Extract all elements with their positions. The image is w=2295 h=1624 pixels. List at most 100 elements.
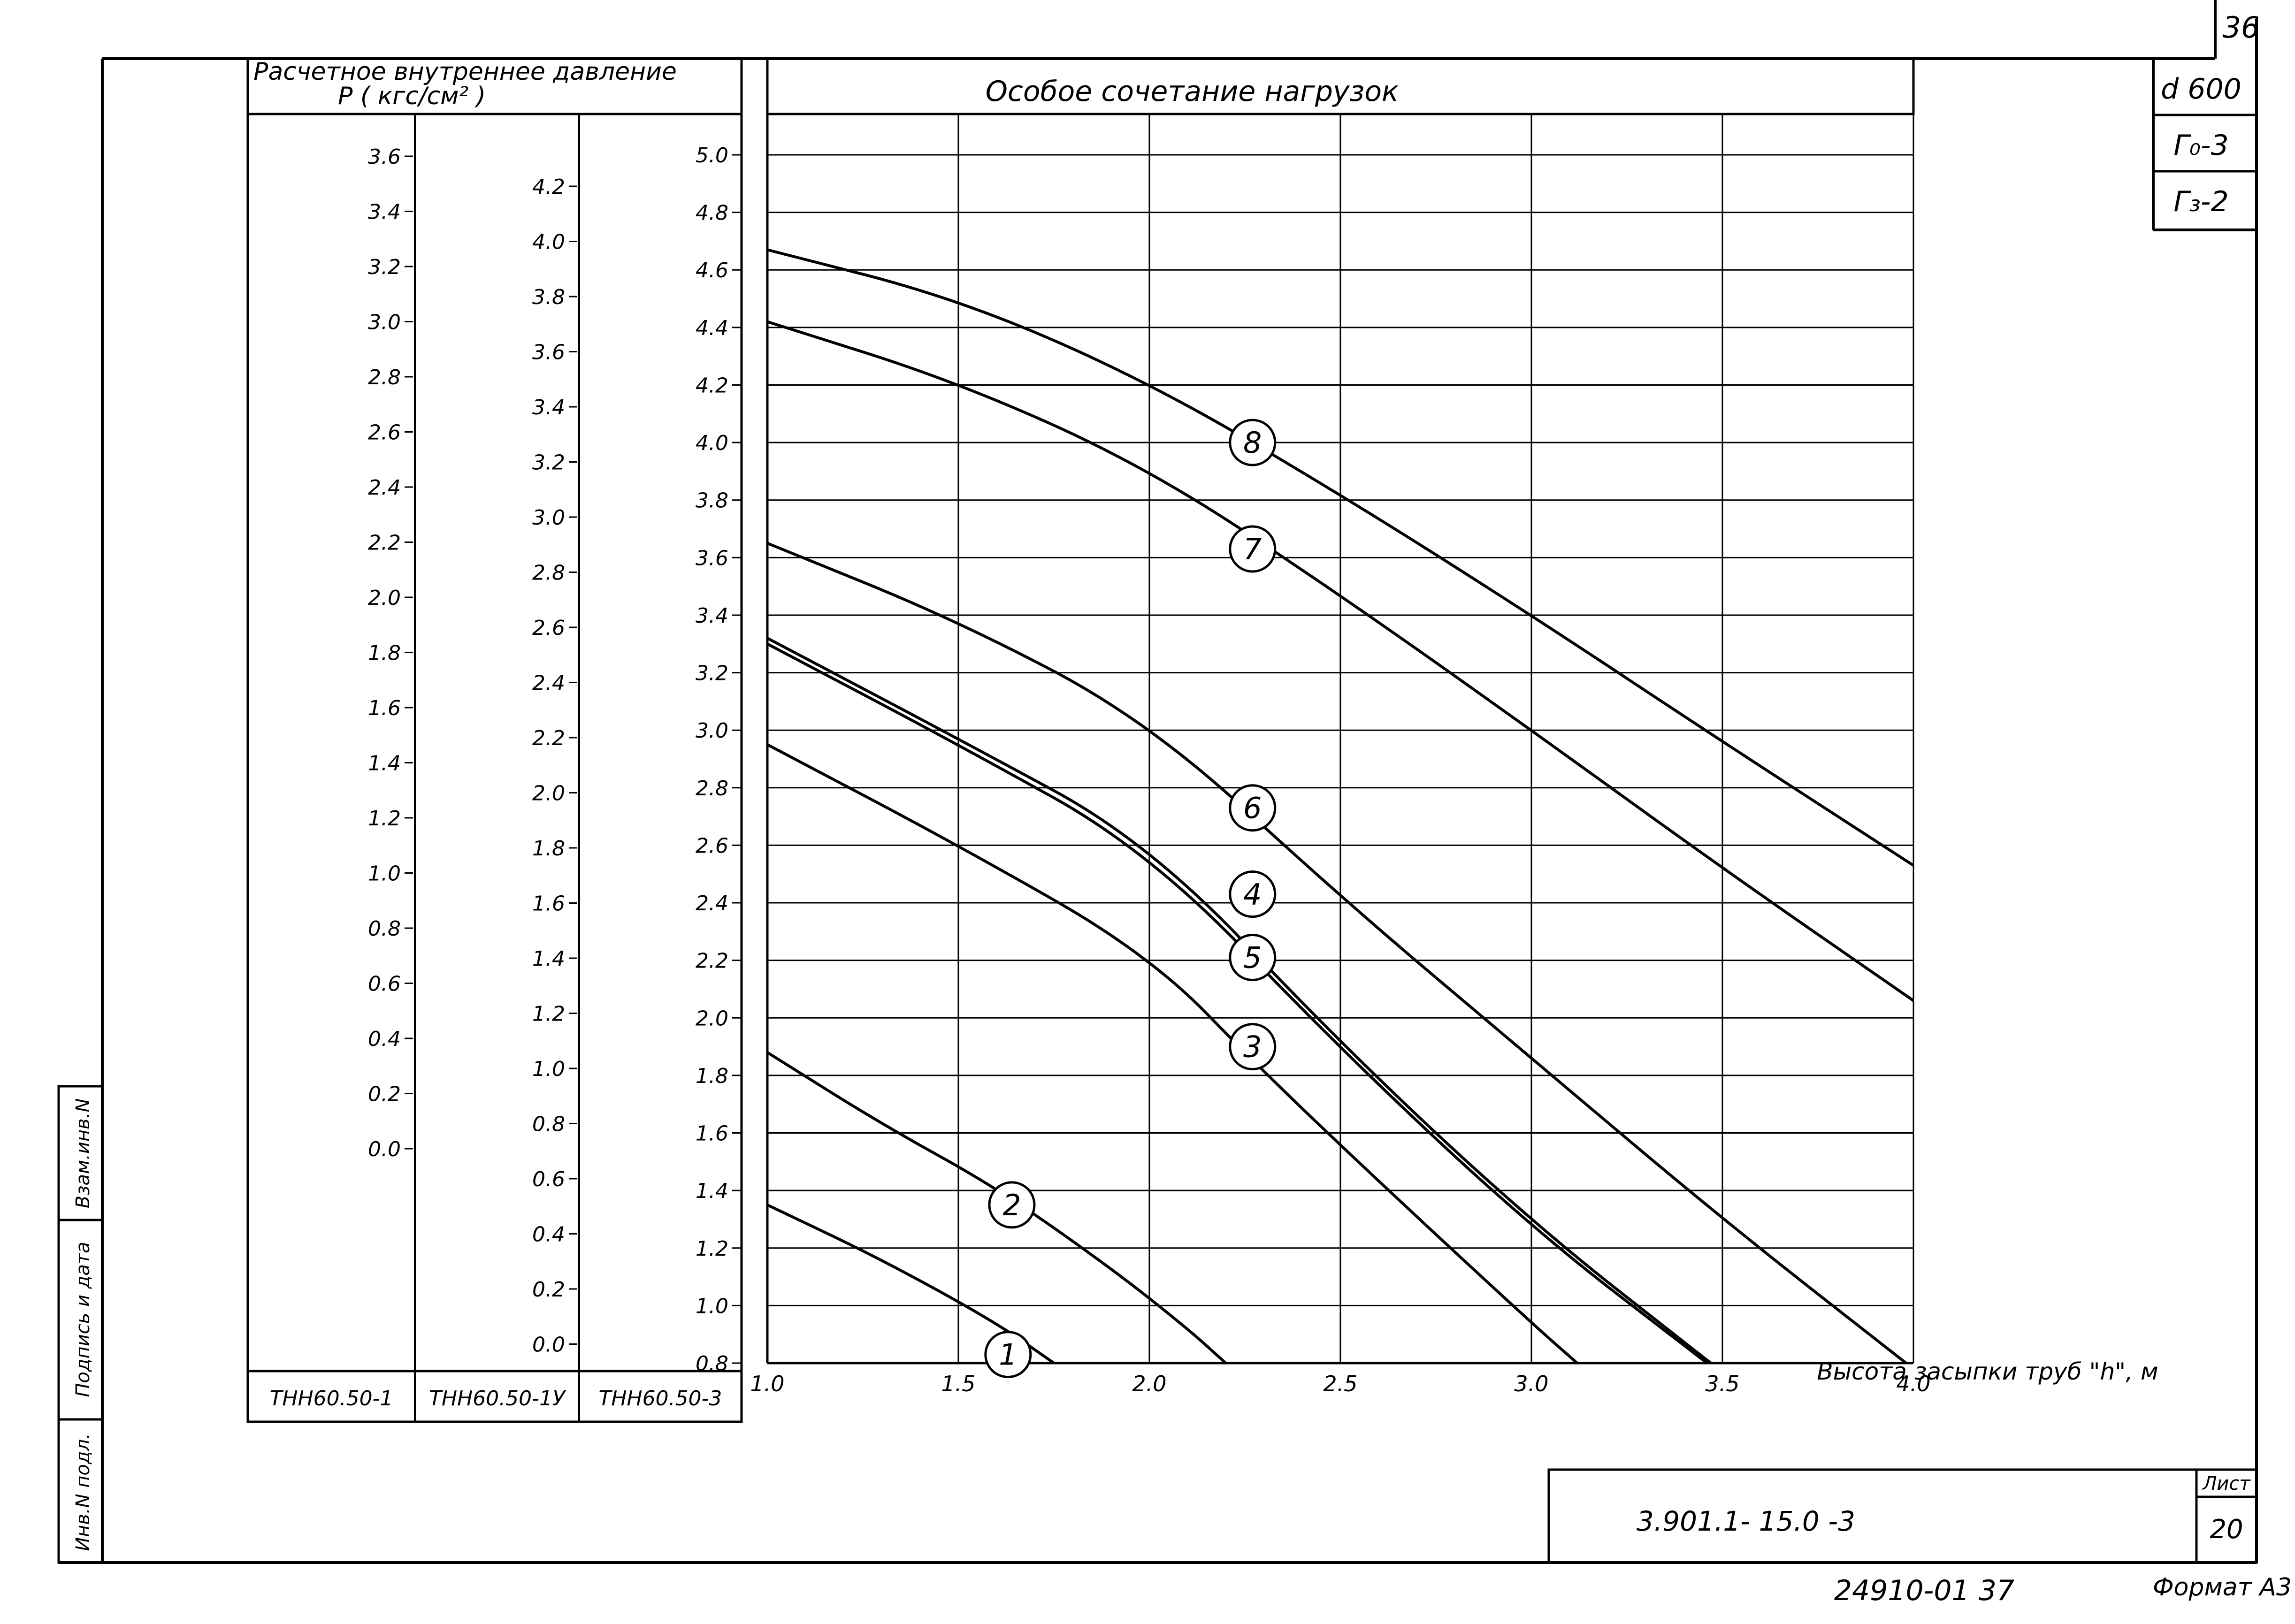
scale-tick-label: 1.8 [532,837,565,861]
scale-tick-label: 0.4 [368,1027,401,1051]
scale-tick-label: 0.8 [696,1352,728,1376]
pressure-title-line1: Расчетное внутреннее давление [253,58,677,86]
scale-tick-label: 3.0 [696,719,728,743]
scale-tick-label: 2.2 [696,949,728,973]
scale-tick-label: 1.8 [368,641,401,665]
x-tick-label: 2.0 [1132,1371,1166,1396]
column-name-2: ТНН60.50-1У [429,1387,566,1411]
scale-tick-label: 3.0 [368,311,401,335]
scale-tick-label: 3.6 [368,145,401,169]
spec-soil-fill: Г₃-2 [2173,185,2228,218]
scale-tick-label: 3.4 [532,396,565,419]
side-label-replacement: Взам.инв.N [72,1098,94,1208]
curve-number-1: 1 [999,1338,1017,1372]
x-tick-label: 1.5 [941,1371,975,1396]
title-block: 3.901.1- 15.0 -3 Лист 20 [1547,1468,2258,1564]
curve-6 [767,541,1909,1363]
scale-tick-label: 3.4 [696,604,728,628]
scale-tick-label: 1.6 [532,892,565,916]
scale-tick-label: 0.8 [368,917,401,941]
scale-tick-label: 1.6 [368,696,401,720]
scale-tick-label: 1.4 [532,947,565,971]
scale-tick-label: 1.6 [696,1122,728,1146]
scale-tick-label: 0.2 [368,1083,401,1106]
scale-tick-label: 2.0 [368,586,401,610]
scale-tick-label: 0.6 [532,1167,565,1191]
curve-marker-3 [1229,1023,1277,1071]
scale-tick-label: 4.8 [696,201,728,225]
scale-tick-label: 2.6 [696,834,728,858]
chart-panel: Особое сочетание нагрузок 1 2 3 4 5 6 7 8 1.0 1.… [750,57,2158,1396]
curve-7 [767,320,1913,1002]
scale-tick-label: 3.4 [368,200,401,224]
scale-tick-label: 1.2 [696,1237,728,1261]
curve-marker-6 [1229,784,1277,832]
curve-2 [767,1051,1227,1363]
curve-5 [767,642,1708,1363]
scale-tick-label: 5.0 [696,144,728,168]
curve-3 [767,743,1578,1363]
scale-tick-label: 2.2 [532,726,565,750]
column-name-1: ТНН60.50-1 [270,1387,393,1411]
side-label-inventory: Инв.N подл. [72,1433,94,1551]
spec-soil-base: Г₀-3 [2173,129,2228,162]
scale-tick-label: 3.2 [696,662,728,686]
curve-1 [767,1204,1055,1363]
scale-tick-label: 3.8 [532,285,565,309]
side-label-signature: Подпись и дата [72,1242,94,1397]
curve-number-8: 8 [1243,426,1262,460]
document-code: 3.901.1- 15.0 -3 [1637,1505,1855,1537]
x-tick-label: 4.0 [1896,1371,1930,1396]
scale-tick-label: 0.6 [368,972,401,996]
scale-tick-label: 3.6 [696,546,728,570]
scale-tick-label: 2.6 [532,616,565,640]
scale-tick-label: 4.2 [532,175,565,199]
pressure-title-line2: P ( кгс/см² ) [338,82,486,110]
scale-tick-label: 1.2 [368,807,401,831]
archive-number: 24910-01 37 [1834,1574,2014,1607]
scale-tick-label: 1.0 [532,1057,565,1081]
curve-marker-4 [1229,870,1277,918]
scale-tick-label: 0.4 [532,1223,565,1247]
scale-tick-label: 0.8 [532,1113,565,1136]
scale-tick-label: 1.8 [696,1064,728,1088]
curve-marker-8 [1229,419,1277,466]
curve-marker-2 [988,1181,1036,1229]
scale-tick-label: 3.2 [368,255,401,279]
spec-diameter: d 600 [2161,73,2241,106]
format-label: Формат А3 [2153,1573,2292,1601]
scale-tick-label: 0.0 [368,1137,401,1161]
curve-number-6: 6 [1243,791,1262,825]
curve-marker-1 [984,1331,1032,1379]
scale-tick-label: 2.4 [696,892,728,915]
scale-tick-label: 3.8 [696,489,728,513]
curve-marker-5 [1229,934,1277,982]
scale-tick-label: 2.8 [532,561,565,585]
scale-tick-label: 2.6 [368,421,401,445]
scale-tick-label: 2.2 [368,531,401,555]
scale-tick-label: 4.2 [696,374,728,397]
scale-tick-label: 2.0 [532,782,565,806]
pressure-scale-panel: Расчетное внутреннее давление P ( кгс/см… [246,57,743,1423]
scale-tick-label: 1.4 [696,1179,728,1203]
x-tick-label: 3.0 [1514,1371,1548,1396]
scale-tick-label: 2.0 [696,1006,728,1030]
scale-tick-label: 0.0 [532,1333,565,1357]
x-tick-label: 2.5 [1323,1371,1357,1396]
x-tick-label: 3.5 [1705,1371,1739,1396]
scale-tick-label: 2.4 [368,476,401,500]
scale-tick-label: 1.4 [368,752,401,776]
scale-tick-label: 3.0 [532,506,565,530]
scale-tick-label: 1.2 [532,1002,565,1026]
scale-tick-label: 4.6 [696,259,728,282]
curve-number-4: 4 [1243,877,1262,912]
scale-tick-label: 3.2 [532,451,565,475]
column-name-3: ТНН60.50-3 [599,1387,722,1411]
curve-8 [767,248,1913,867]
page-number-top: 36 [2223,10,2260,45]
curve-number-2: 2 [1002,1188,1021,1222]
curve-4 [767,637,1712,1363]
sheet-label: Лист [2202,1473,2251,1494]
scale-tick-label: 3.6 [532,341,565,365]
